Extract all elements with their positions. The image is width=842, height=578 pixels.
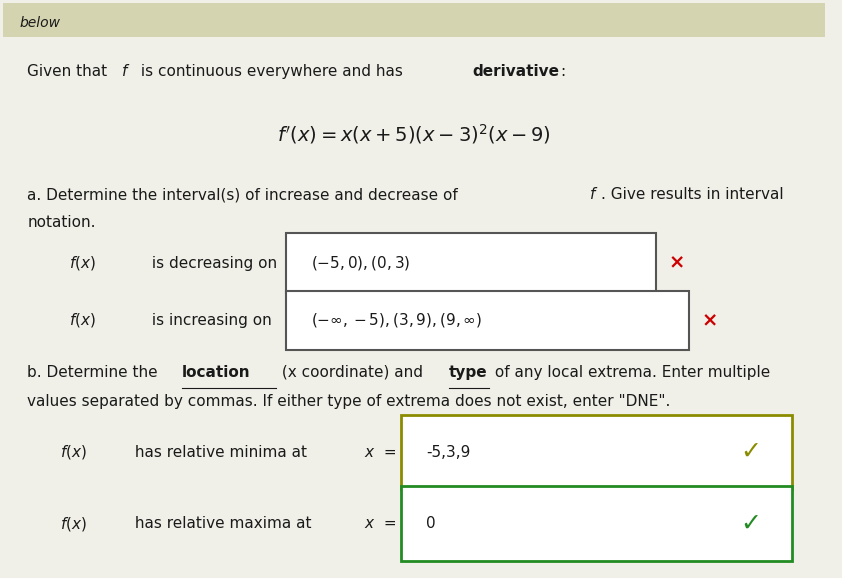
Text: (x coordinate) and: (x coordinate) and <box>277 365 428 380</box>
Text: $f(x)$: $f(x)$ <box>68 312 95 329</box>
Text: notation.: notation. <box>28 214 96 229</box>
FancyBboxPatch shape <box>402 415 791 490</box>
FancyBboxPatch shape <box>402 487 791 561</box>
Text: . Give results in interval: . Give results in interval <box>601 187 784 202</box>
FancyBboxPatch shape <box>286 291 689 350</box>
Text: $(-5,0),(0,3)$: $(-5,0),(0,3)$ <box>311 254 410 272</box>
Text: Given that: Given that <box>28 64 113 79</box>
Text: =: = <box>379 516 402 531</box>
Text: derivative: derivative <box>473 64 560 79</box>
Text: 0: 0 <box>426 516 435 531</box>
Text: ✓: ✓ <box>740 512 761 536</box>
Text: ✓: ✓ <box>740 440 761 464</box>
Text: f: f <box>122 64 127 79</box>
Text: ×: × <box>701 311 717 330</box>
Text: values separated by commas. If either type of extrema does not exist, enter "DNE: values separated by commas. If either ty… <box>28 394 671 409</box>
Text: $x$: $x$ <box>365 516 376 531</box>
Text: -5,3,9: -5,3,9 <box>426 444 471 460</box>
Text: of any local extrema. Enter multiple: of any local extrema. Enter multiple <box>490 365 770 380</box>
Text: below: below <box>19 16 61 30</box>
Text: :: : <box>560 64 565 79</box>
Text: has relative minima at: has relative minima at <box>131 444 312 460</box>
FancyBboxPatch shape <box>286 234 656 293</box>
Text: b. Determine the: b. Determine the <box>28 365 163 380</box>
Text: is increasing on: is increasing on <box>147 313 271 328</box>
Text: $f'(x) = x(x+5)(x-3)^2(x-9)$: $f'(x) = x(x+5)(x-3)^2(x-9)$ <box>277 123 551 146</box>
Text: $f(x)$: $f(x)$ <box>61 443 88 461</box>
Text: type: type <box>449 365 488 380</box>
Text: $f(x)$: $f(x)$ <box>61 514 88 533</box>
Text: f: f <box>590 187 596 202</box>
Text: a. Determine the interval(s) of increase and decrease of: a. Determine the interval(s) of increase… <box>28 187 463 202</box>
Text: $f(x)$: $f(x)$ <box>68 254 95 272</box>
Text: ×: × <box>669 254 685 273</box>
Text: =: = <box>379 444 402 460</box>
Text: has relative maxima at: has relative maxima at <box>131 516 317 531</box>
Text: location: location <box>182 365 251 380</box>
Text: is continuous everywhere and has: is continuous everywhere and has <box>136 64 408 79</box>
FancyBboxPatch shape <box>3 3 824 37</box>
Text: is decreasing on: is decreasing on <box>147 255 277 271</box>
Text: $(-\infty,-5),(3,9),(9,\infty)$: $(-\infty,-5),(3,9),(9,\infty)$ <box>311 312 482 329</box>
Text: $x$: $x$ <box>365 444 376 460</box>
